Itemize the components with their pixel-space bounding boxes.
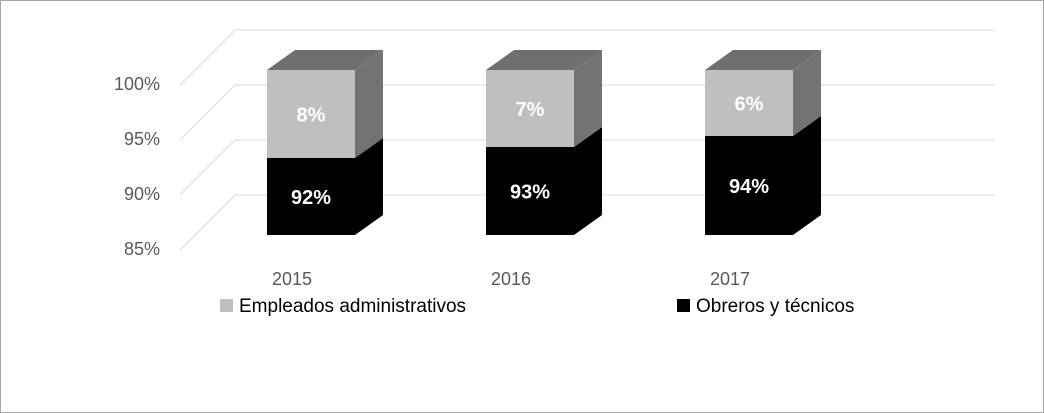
x-tick-label: 2016: [491, 269, 531, 289]
legend-label: Empleados administrativos: [239, 296, 466, 317]
legend-swatch: [220, 299, 233, 312]
bar-side: [793, 116, 821, 235]
bar-side: [355, 50, 383, 158]
x-tick-label: 2017: [710, 269, 750, 289]
bar-side: [793, 50, 821, 136]
data-label: 6%: [735, 93, 764, 115]
data-label: 92%: [291, 187, 331, 209]
data-label: 94%: [729, 176, 769, 198]
bar-side: [574, 127, 602, 235]
y-tick-label: 100%: [114, 74, 160, 94]
bar-side: [574, 50, 602, 147]
bar-side: [355, 138, 383, 235]
bar: [267, 70, 355, 158]
bar-top: [267, 50, 383, 70]
data-label: 7%: [516, 99, 545, 121]
bar: [486, 147, 574, 235]
data-label: 93%: [510, 181, 550, 203]
bar: [705, 136, 793, 235]
grid-line: [179, 29, 995, 86]
data-label: 8%: [297, 104, 326, 126]
legend-label: Obreros y técnicos: [696, 296, 854, 317]
bar: [486, 70, 574, 147]
bar: [705, 70, 793, 136]
y-tick-label: 85%: [124, 239, 160, 259]
bar-top: [486, 50, 602, 70]
y-tick-label: 90%: [124, 184, 160, 204]
legend-swatch: [677, 299, 690, 312]
x-tick-label: 2015: [272, 269, 312, 289]
y-tick-label: 95%: [124, 129, 160, 149]
bar: [267, 158, 355, 235]
bar-top: [705, 50, 821, 70]
